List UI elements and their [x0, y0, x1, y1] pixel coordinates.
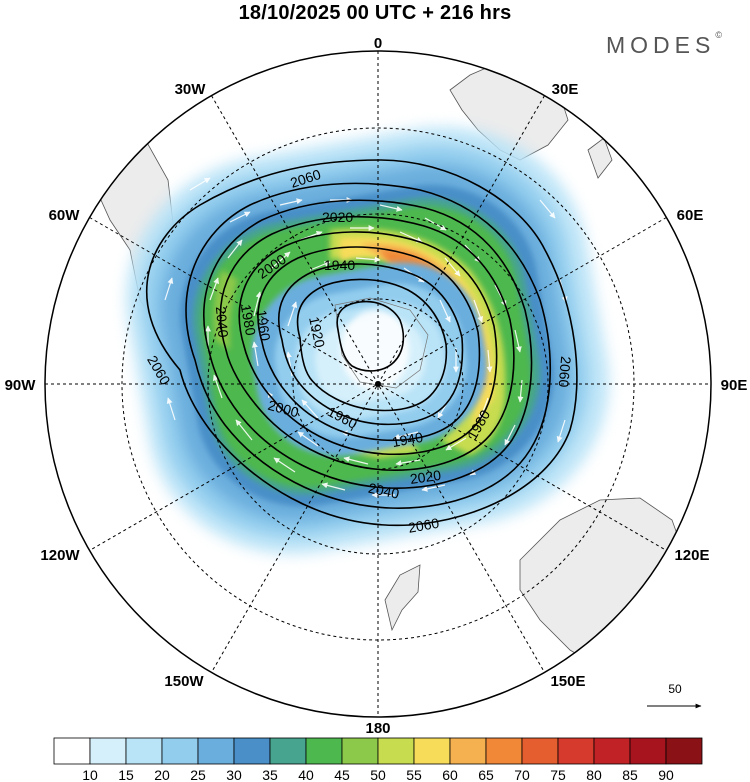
contour-inner — [336, 300, 405, 372]
contour-label-2060-right: 2060 — [556, 356, 575, 389]
colorbar-label: 35 — [262, 767, 278, 782]
reference-wind-value: 50 — [668, 682, 682, 696]
lon-label-60e: 60E — [677, 207, 704, 224]
south-pole-dot — [375, 381, 381, 387]
lon-label-120w: 120W — [40, 547, 80, 564]
colorbar-label: 10 — [82, 767, 98, 782]
colorbar-swatch — [197, 737, 235, 765]
contour-1940 — [277, 263, 464, 426]
lon-label-90e: 90E — [721, 377, 748, 394]
colorbar-label: 30 — [226, 767, 242, 782]
contour-label-1920-left: 1920 — [306, 315, 328, 349]
colorbar-swatch — [161, 737, 199, 765]
contour-label-2040-bottom: 2040 — [367, 480, 401, 502]
colorbar-label: 80 — [586, 767, 602, 782]
colorbar-swatch — [305, 737, 343, 765]
contour-label-1960-left: 1960 — [253, 309, 273, 342]
colorbar-swatch — [413, 737, 451, 765]
contour-2020 — [203, 199, 533, 489]
contour-label-2020-top: 2020 — [322, 209, 353, 225]
colorbar-label: 90 — [658, 767, 674, 782]
contour-label-2060-bottom: 2060 — [407, 515, 441, 536]
contour-label-2000-bottom: 2000 — [266, 397, 300, 421]
contour-1920 — [296, 278, 448, 412]
brand-text: MODES — [606, 32, 716, 58]
copyright-mark: © — [715, 30, 722, 40]
longitude-labels: 0 30E 60E 90E 120E 150E 180 150W 120W 90… — [5, 35, 748, 737]
colorbar-swatch — [341, 737, 379, 765]
contour-label-2020-bottom: 2020 — [409, 467, 442, 487]
lon-label-150e: 150E — [550, 673, 585, 690]
lon-label-30e: 30E — [552, 81, 579, 98]
lon-label-120e: 120E — [674, 547, 709, 564]
colorbar-label: 20 — [154, 767, 170, 782]
contour-label-2040-left: 2040 — [213, 306, 232, 339]
parallels — [121, 127, 635, 641]
colorbar-label: 55 — [406, 767, 422, 782]
colorbar-swatch — [521, 737, 559, 765]
colorbar-label: 25 — [190, 767, 206, 782]
lon-label-180: 180 — [365, 720, 390, 737]
chart-title: 18/10/2025 00 UTC + 216 hrs — [238, 2, 512, 24]
map-boundary — [44, 50, 712, 718]
contour-2060 — [145, 159, 578, 527]
contour-label-1940-top: 1940 — [324, 257, 355, 273]
colorbar-label: 65 — [478, 767, 494, 782]
reference-wind-arrow: 50 — [647, 682, 702, 709]
colorbar-swatch — [449, 737, 487, 765]
height-contours — [145, 159, 578, 527]
modes-logo: MODES© — [606, 30, 722, 59]
contour-2040 — [185, 182, 552, 509]
colorbar-swatch — [53, 737, 91, 765]
colorbar-swatch — [629, 737, 667, 765]
lon-label-150w: 150W — [164, 673, 204, 690]
land-australia — [519, 497, 691, 669]
contour-label-1980-left: 1980 — [238, 303, 259, 337]
colorbar-label: 75 — [550, 767, 566, 782]
colorbar-label: 85 — [622, 767, 638, 782]
colorbar-swatch — [665, 737, 703, 765]
lon-label-90w: 90W — [5, 377, 37, 394]
colorbar-swatch — [557, 737, 595, 765]
land-madagascar — [587, 137, 613, 179]
contour-1980 — [238, 231, 498, 456]
colorbar-label: 40 — [298, 767, 314, 782]
contour-2000 — [219, 215, 515, 471]
contour-label-1940-bottom: 1940 — [391, 429, 425, 450]
lon-label-60w: 60W — [49, 207, 81, 224]
colorbar-label: 15 — [118, 767, 134, 782]
colorbar-swatch — [593, 737, 631, 765]
contour-1960 — [257, 246, 481, 442]
colorbar: 10 15 20 25 30 35 40 45 50 55 60 65 70 75 80 85 90 — [53, 737, 703, 782]
colorbar-swatch — [269, 737, 307, 765]
colorbar-swatch — [89, 737, 127, 765]
colorbar-label: 50 — [370, 767, 386, 782]
colorbar-label: 70 — [514, 767, 530, 782]
land-new-zealand — [384, 564, 421, 632]
colorbar-swatch — [125, 737, 163, 765]
lon-label-0: 0 — [374, 35, 382, 52]
colorbar-swatch — [377, 737, 415, 765]
lon-label-30w: 30W — [175, 81, 207, 98]
colorbar-swatch — [233, 737, 271, 765]
antarctica-coastline — [334, 297, 429, 389]
colorbar-swatch — [485, 737, 523, 765]
colorbar-label: 45 — [334, 767, 350, 782]
colorbar-label: 60 — [442, 767, 458, 782]
